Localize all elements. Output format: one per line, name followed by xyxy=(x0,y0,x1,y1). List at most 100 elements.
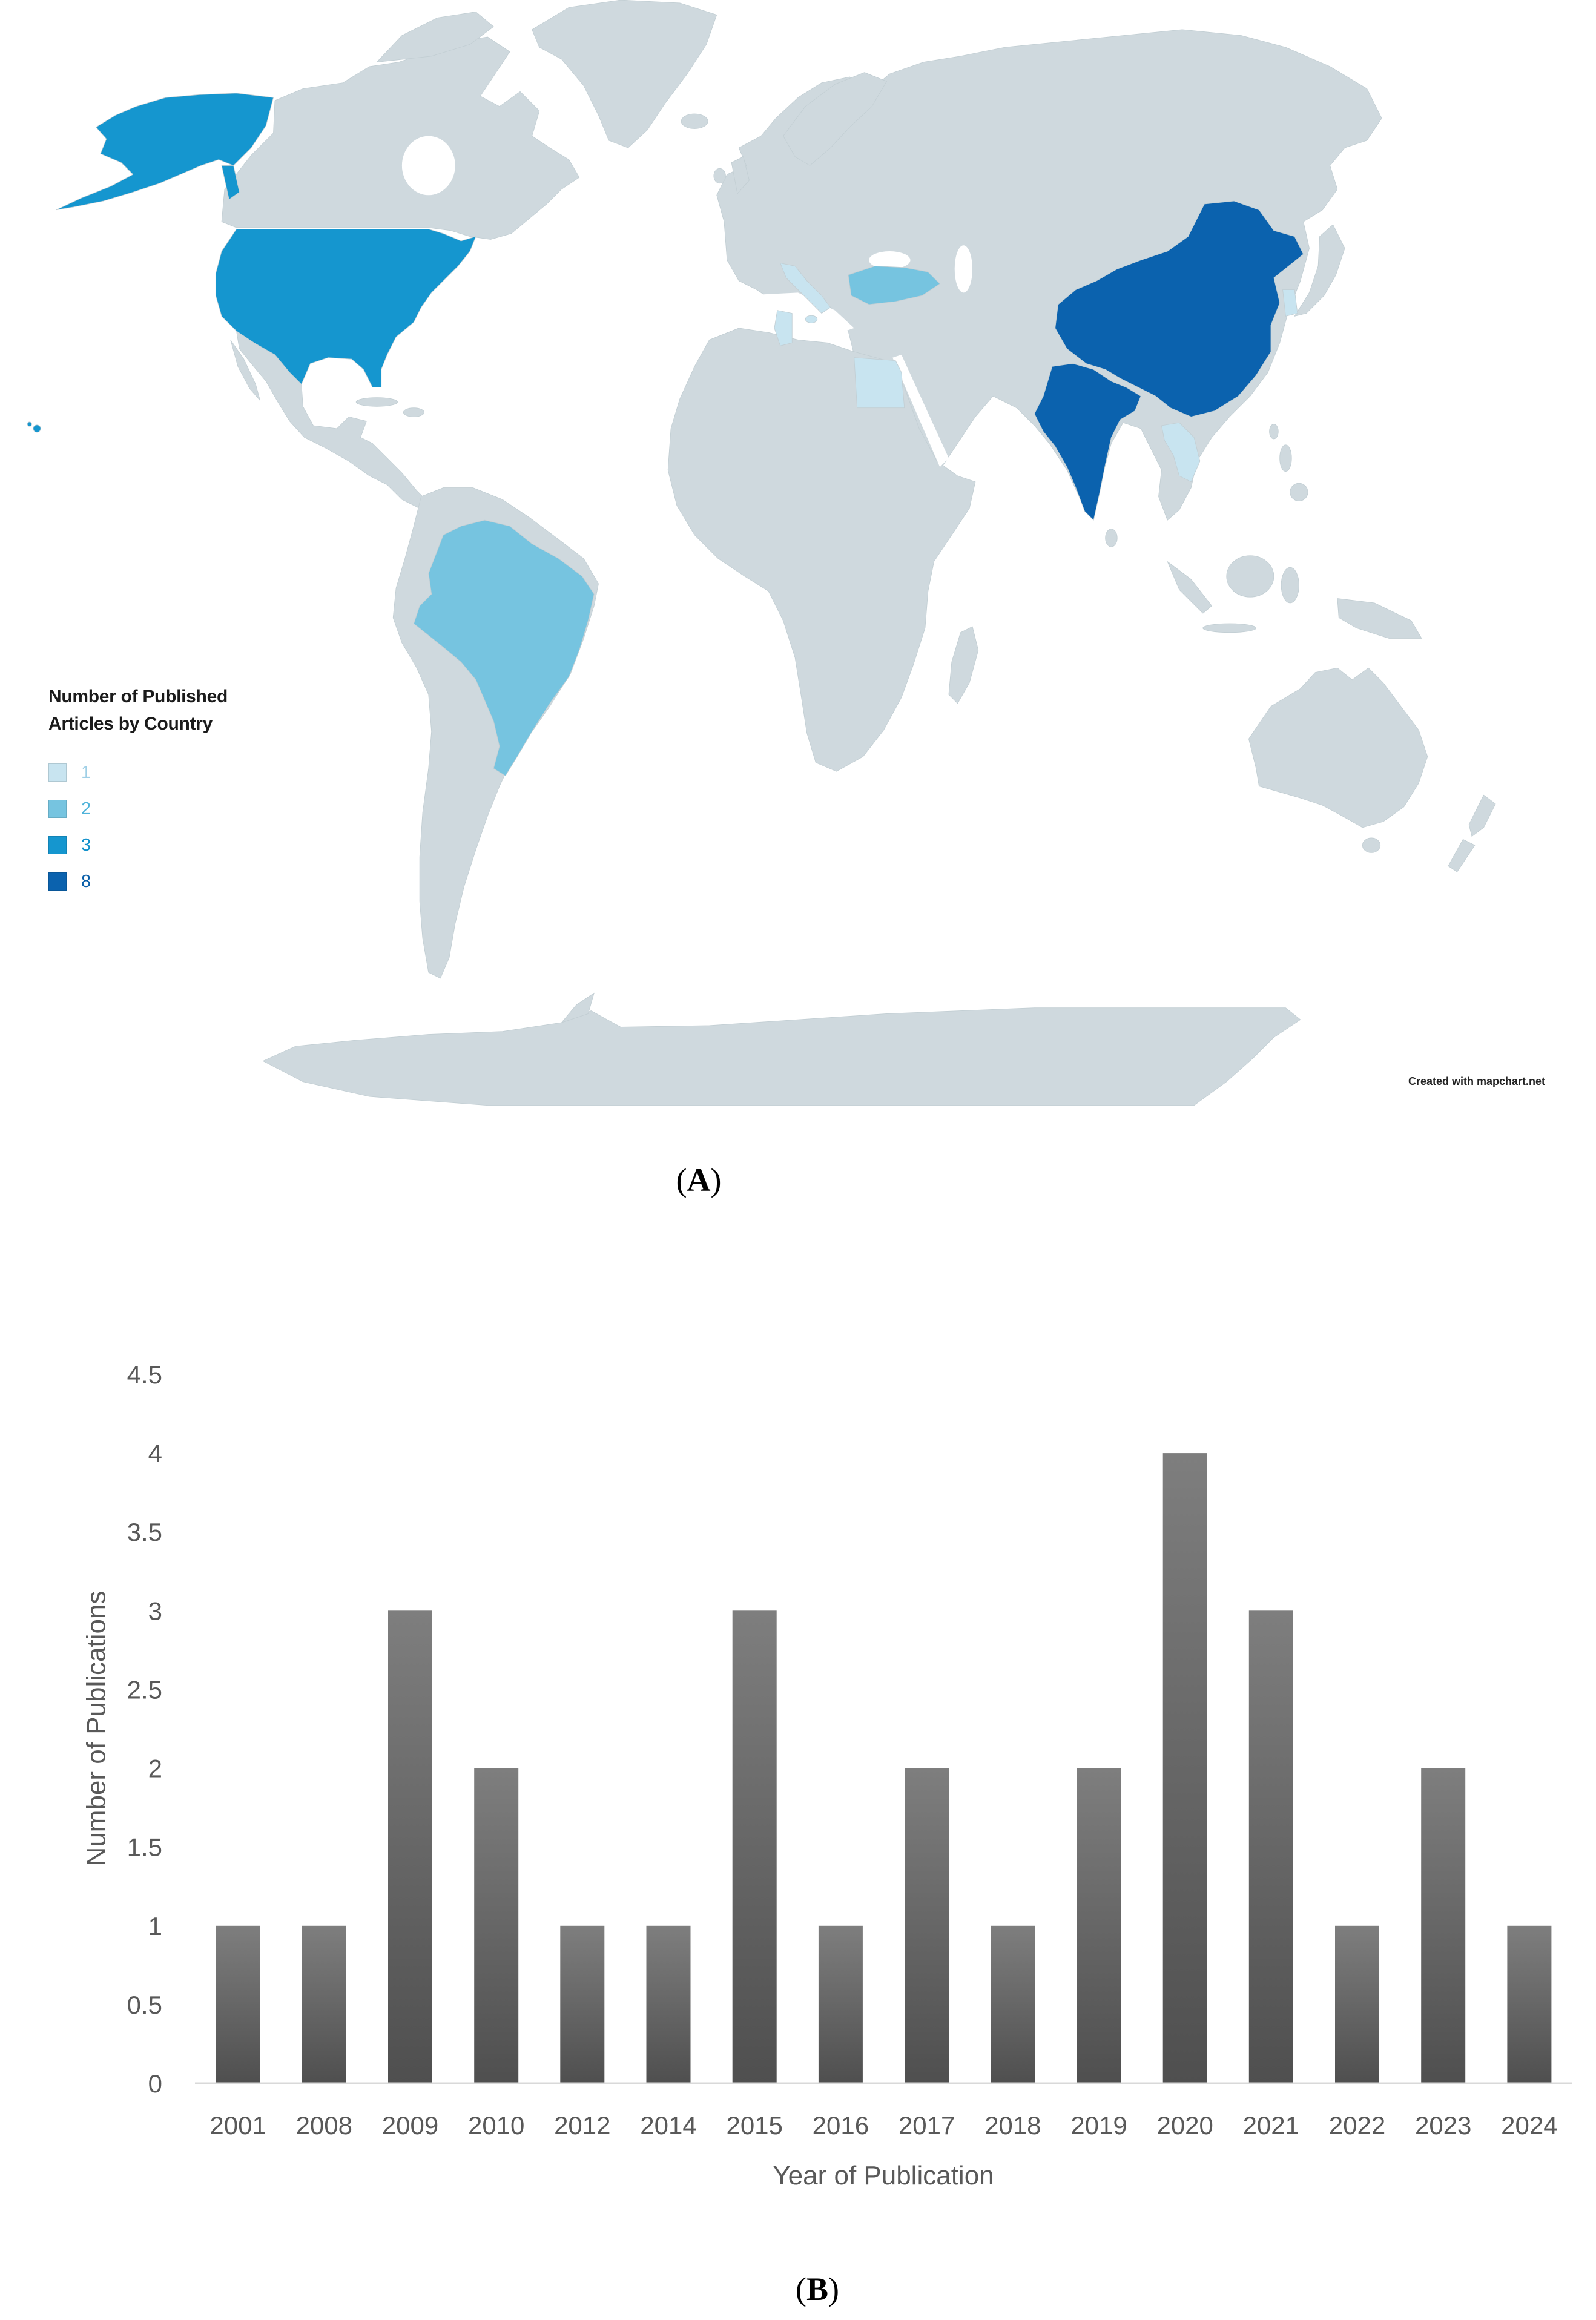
legend-label-8: 8 xyxy=(81,871,91,891)
legend-title-line-1: Number of Published xyxy=(48,687,228,707)
y-tick-label-0: 0 xyxy=(148,2069,162,2098)
panel-b-close: ) xyxy=(828,2271,839,2307)
legend-label-2: 2 xyxy=(81,799,91,819)
bar-2019 xyxy=(1077,1768,1121,2083)
legend-swatch-8 xyxy=(48,872,67,891)
bar-2014 xyxy=(646,1925,691,2083)
x-tick-label-2010: 2010 xyxy=(468,2111,524,2140)
map-region-africa xyxy=(667,328,976,772)
map-region-new-zealand-north xyxy=(1468,794,1496,837)
bar-2015 xyxy=(732,1610,777,2083)
map-region-philippines-south xyxy=(1290,483,1308,501)
map-region-iceland xyxy=(681,113,708,129)
bar-2016 xyxy=(818,1925,863,2083)
map-region-egypt xyxy=(854,357,905,409)
x-tick-label-2022: 2022 xyxy=(1329,2111,1385,2140)
x-tick-label-2020: 2020 xyxy=(1156,2111,1213,2140)
map-region-tasmania xyxy=(1362,837,1381,853)
legend-swatch-3 xyxy=(48,836,67,854)
bar-2010 xyxy=(474,1768,519,2083)
water-red-sea xyxy=(892,354,949,467)
legend-entry-8: 8 xyxy=(48,863,91,900)
map-region-alaska-panhandle xyxy=(221,165,240,200)
map-region-mexico-central-america xyxy=(236,331,429,509)
map-region-sulawesi xyxy=(1281,567,1299,604)
map-region-sumatra xyxy=(1167,561,1212,614)
map-region-antarctic-peninsula xyxy=(561,992,595,1023)
bar-2021 xyxy=(1248,1610,1293,2083)
map-region-borneo xyxy=(1226,555,1274,598)
legend-entry-1: 1 xyxy=(48,754,91,791)
y-tick-label-4-5: 4.5 xyxy=(127,1360,162,1389)
map-region-cuba xyxy=(355,397,398,407)
map-region-hispaniola xyxy=(403,407,424,417)
map-region-antarctica xyxy=(263,1007,1301,1106)
x-tick-label-2024: 2024 xyxy=(1501,2111,1557,2140)
bars-layer xyxy=(216,1453,1552,2083)
legend-entry-3: 3 xyxy=(48,827,91,863)
map-region-philippines-north xyxy=(1279,444,1292,472)
x-tick-label-2015: 2015 xyxy=(726,2111,782,2140)
map-region-south-korea xyxy=(1282,289,1298,317)
y-tick-label-1-5: 1.5 xyxy=(127,1833,162,1862)
bar-2020 xyxy=(1162,1453,1207,2083)
legend-swatch-2 xyxy=(48,800,67,818)
y-tick-label-3: 3 xyxy=(148,1597,162,1625)
bar-2001 xyxy=(216,1925,260,2083)
legend-label-1: 1 xyxy=(81,762,91,782)
panel-label-a: (A) xyxy=(676,1161,722,1199)
bar-2022 xyxy=(1335,1925,1379,2083)
map-region-china xyxy=(1055,200,1304,417)
legend-entry-2: 2 xyxy=(48,791,91,827)
y-axis-title: Number of Publications xyxy=(82,1591,111,1867)
map-region-scandinavia xyxy=(783,72,887,166)
bar-2017 xyxy=(905,1768,949,2083)
map-region-turkey xyxy=(848,265,940,305)
panel-a-open: ( xyxy=(676,1162,687,1198)
map-region-usa xyxy=(215,228,476,387)
map-region-japan xyxy=(1294,224,1345,317)
legend-label-3: 3 xyxy=(81,835,91,855)
map-legend: Number of Published Articles by Country … xyxy=(48,683,303,913)
map-region-new-zealand-south xyxy=(1448,839,1476,872)
x-tick-label-2014: 2014 xyxy=(640,2111,696,2140)
y-tick-label-3-5: 3.5 xyxy=(127,1518,162,1546)
map-region-australia xyxy=(1248,667,1428,828)
map-region-italy xyxy=(780,263,831,314)
map-region-taiwan xyxy=(1269,424,1279,440)
map-region-greenland xyxy=(532,0,717,148)
x-tick-label-2021: 2021 xyxy=(1243,2111,1299,2140)
water-hudson-bay xyxy=(401,136,455,196)
map-region-sicily xyxy=(805,315,818,323)
x-tick-label-2008: 2008 xyxy=(296,2111,352,2140)
legend-title-line-2: Articles by Country xyxy=(48,714,213,734)
water-black-sea xyxy=(869,251,911,269)
map-region-tunisia xyxy=(774,310,793,346)
map-region-alaska xyxy=(56,93,274,211)
map-region-southeast-asia xyxy=(1161,422,1201,483)
map-region-canada xyxy=(221,36,580,240)
x-tick-label-2018: 2018 xyxy=(984,2111,1041,2140)
y-tick-label-2-5: 2.5 xyxy=(127,1675,162,1704)
panel-b-open: ( xyxy=(796,2271,806,2307)
bar-2024 xyxy=(1507,1925,1552,2083)
water-caspian-sea xyxy=(954,245,973,293)
x-tick-label-2001: 2001 xyxy=(209,2111,266,2140)
y-tick-label-2: 2 xyxy=(148,1755,162,1783)
x-tick-label-2023: 2023 xyxy=(1415,2111,1471,2140)
map-region-hawaii-small xyxy=(27,421,32,427)
water-mediterranean xyxy=(739,292,854,337)
map-region-brazil xyxy=(413,519,595,776)
bar-2008 xyxy=(302,1925,346,2083)
panel-a-letter: A xyxy=(687,1162,711,1198)
panel-b-letter: B xyxy=(806,2271,829,2307)
y-tick-label-4: 4 xyxy=(148,1439,162,1468)
bar-chart: 2001 2008 2009 2010 2012 2014 2015 2016 2017 2018… xyxy=(82,1360,1572,2190)
world-map xyxy=(27,0,1496,1106)
x-tick-label-2016: 2016 xyxy=(813,2111,869,2140)
map-region-new-guinea xyxy=(1337,598,1422,639)
map-region-hawaii xyxy=(33,424,41,433)
map-region-sri-lanka xyxy=(1105,529,1118,547)
map-region-java xyxy=(1202,623,1257,633)
map-region-uk xyxy=(731,156,750,194)
